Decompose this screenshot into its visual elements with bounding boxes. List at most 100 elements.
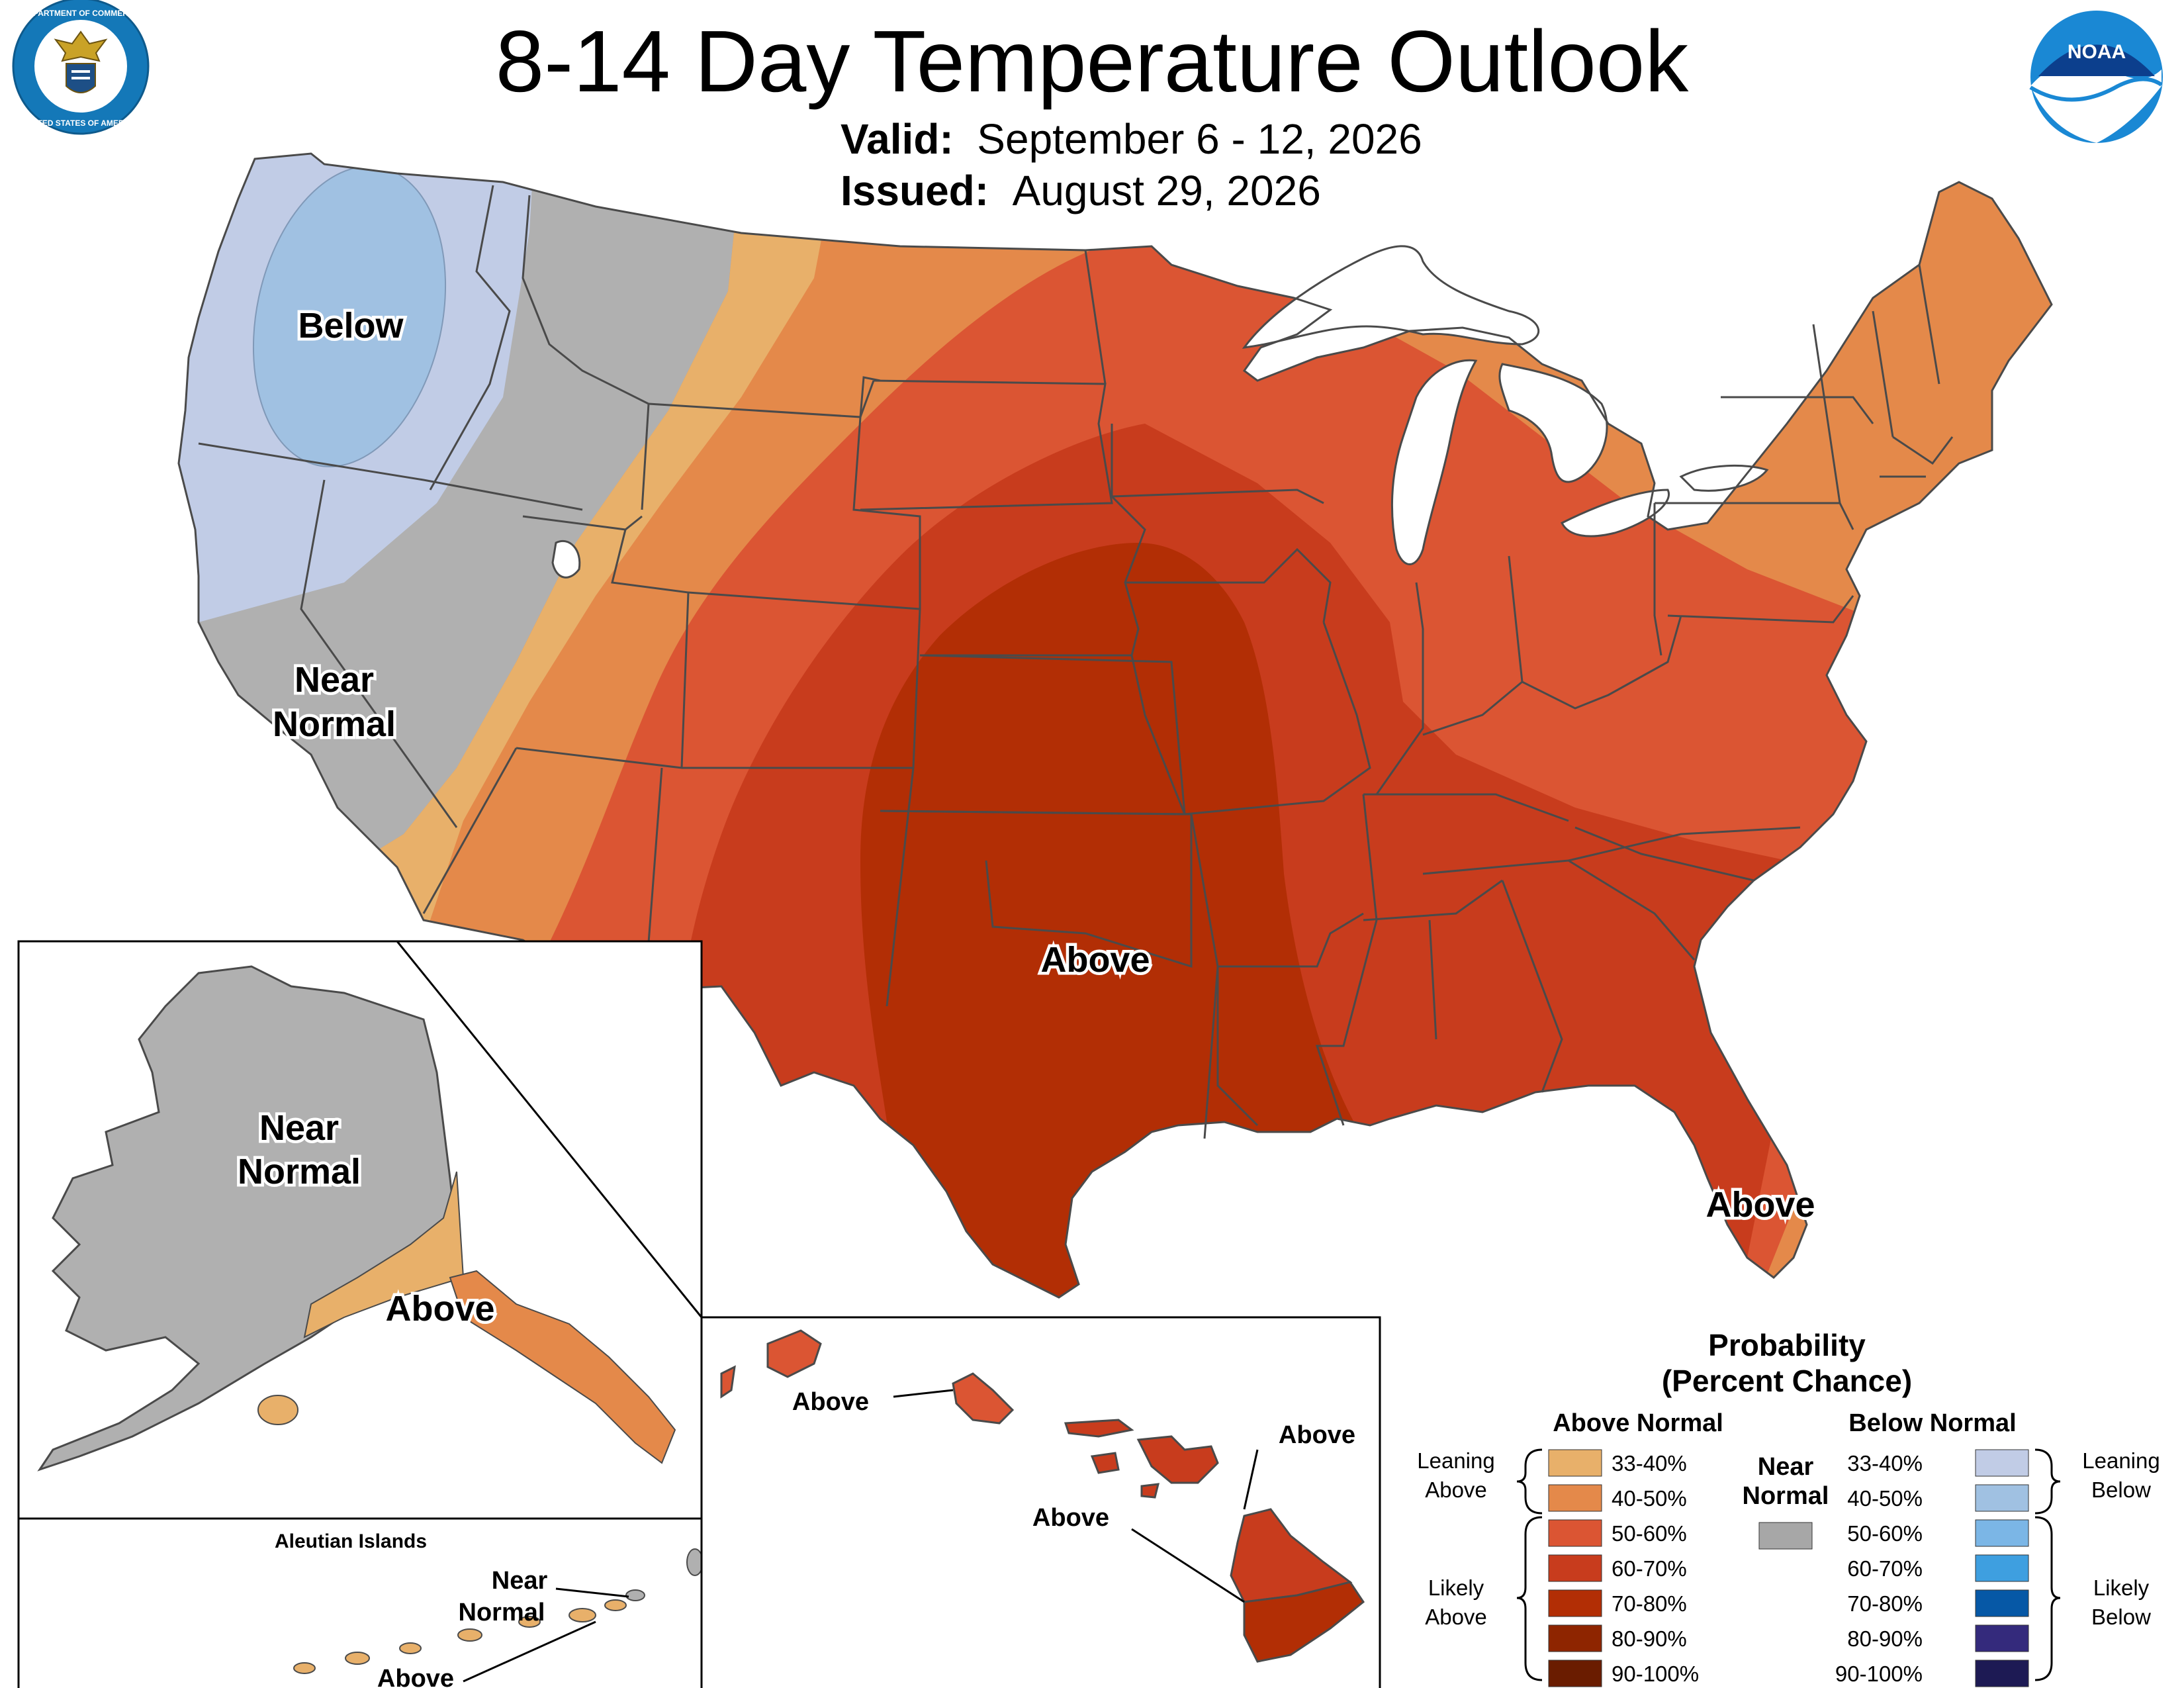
- island-molokai: [1064, 1419, 1134, 1438]
- legend-likely-below-1: Likely: [2093, 1575, 2150, 1600]
- legend-swatch-below: [1975, 1554, 2029, 1582]
- brace-likely-below: [2034, 1516, 2061, 1681]
- legend-below-range-label: 80-90%: [1847, 1626, 1923, 1651]
- label-aleutian-near-normal-2: Normal: [459, 1599, 545, 1626]
- legend-title-2: (Percent Chance): [1662, 1364, 1912, 1398]
- label-conus-above-central: Above: [1040, 940, 1150, 980]
- aleutian-inset: Aleutian Islands Near Normal Above: [17, 1517, 704, 1688]
- legend-swatch-near: [1758, 1522, 1813, 1550]
- legend-above-range-label: 40-50%: [1612, 1486, 1687, 1511]
- legend-rows: 33-40% 33-40% 40-50% 40-50% 50-60% 50-60% 60-7…: [1548, 1449, 2029, 1687]
- legend-swatch-above: [1548, 1589, 1602, 1617]
- issued-line: Issued: August 29, 2026: [841, 165, 1321, 216]
- lake-superior: [1242, 245, 1540, 349]
- legend-swatch-below: [1975, 1449, 2029, 1477]
- label-conus-above-florida: Above: [1706, 1185, 1815, 1225]
- alaska-landmass: [37, 965, 458, 1472]
- island-kahoolawe: [1140, 1483, 1160, 1499]
- legend-likely-above-1: Likely: [1428, 1575, 1484, 1600]
- label-conus-near-normal-1: Near: [295, 660, 374, 700]
- legend-leaning-below-2: Below: [2091, 1477, 2151, 1502]
- legend-leaning-above-1: Leaning: [1417, 1448, 1494, 1473]
- legend-swatch-above: [1548, 1519, 1602, 1547]
- lake-ontario: [1679, 464, 1769, 492]
- legend-swatch-above: [1548, 1624, 1602, 1652]
- legend-swatch-below: [1975, 1589, 2029, 1617]
- valid-label: Valid:: [841, 115, 954, 163]
- label-conus-near-normal-2: Normal: [273, 704, 396, 744]
- label-aleutian-above: Above: [377, 1665, 454, 1688]
- legend-above-range-label: 60-70%: [1612, 1556, 1687, 1581]
- aleutian-title: Aleutian Islands: [275, 1530, 427, 1552]
- legend-leaning-above-2: Above: [1425, 1477, 1487, 1502]
- alaska-inset-connector: [396, 941, 703, 1318]
- legend-above-header: Above Normal: [1553, 1409, 1723, 1437]
- legend-swatch-above: [1548, 1660, 1602, 1687]
- valid-line: Valid: September 6 - 12, 2026: [841, 114, 1422, 164]
- brace-leaning-below: [2034, 1448, 2061, 1515]
- legend-below-range-label: 70-80%: [1847, 1591, 1923, 1616]
- aleutian-near-normal-pointer: [555, 1587, 629, 1598]
- hawaii-islands: [720, 1329, 1365, 1663]
- label-alaska-above: Above: [385, 1289, 494, 1329]
- label-alaska-near-normal-1: Near: [259, 1108, 339, 1148]
- legend-swatch-below: [1975, 1484, 2029, 1512]
- legend-leaning-below-1: Leaning: [2082, 1448, 2160, 1473]
- legend-above-range-label: 80-90%: [1612, 1626, 1687, 1651]
- legend-below-range-label: 90-100%: [1835, 1662, 1923, 1686]
- legend-below-range-label: 50-60%: [1847, 1521, 1923, 1546]
- label-alaska-near-normal-2: Normal: [238, 1152, 361, 1192]
- label-hawaii-above-west: Above: [792, 1388, 869, 1416]
- alaska-above-island: [257, 1395, 298, 1425]
- noaa-logo: NOAA: [2029, 11, 2163, 143]
- lake-huron: [1498, 363, 1608, 483]
- legend-likely-above-2: Above: [1425, 1605, 1487, 1629]
- island-maui: [1136, 1435, 1219, 1484]
- hawaii-bigisland-pointer: [1131, 1528, 1245, 1603]
- island-oahu: [952, 1372, 1015, 1425]
- brace-leaning-above: [1516, 1448, 1543, 1515]
- lake-erie: [1560, 489, 1670, 538]
- noaa-logo-text: NOAA: [2068, 41, 2126, 63]
- legend-swatch-above: [1548, 1449, 1602, 1477]
- island-niihau: [720, 1365, 736, 1399]
- legend-swatch-above: [1548, 1554, 1602, 1582]
- legend-near-header-2: Normal: [1743, 1482, 1829, 1510]
- seal-text-top: DEPARTMENT OF COMMERCE: [22, 9, 139, 18]
- brace-likely-above: [1516, 1516, 1543, 1681]
- lake-michigan: [1390, 359, 1478, 565]
- great-lakes: [551, 245, 1769, 579]
- legend-above-range-label: 70-80%: [1612, 1591, 1687, 1616]
- hawaii-west-pointer: [893, 1389, 954, 1398]
- label-aleutian-near-normal-1: Near: [492, 1567, 548, 1595]
- island-kauai: [766, 1329, 822, 1378]
- legend-below-range-label: 40-50%: [1847, 1486, 1923, 1511]
- legend-below-range-label: 33-40%: [1847, 1451, 1923, 1476]
- label-conus-below: Below: [298, 306, 404, 346]
- legend-above-range-label: 33-40%: [1612, 1451, 1687, 1476]
- legend-near-header-1: Near: [1758, 1453, 1814, 1481]
- island-big-island-south: [1243, 1581, 1365, 1663]
- state-boundaries: [177, 152, 2053, 1299]
- page-title: 8-14 Day Temperature Outlook: [495, 13, 1689, 110]
- legend-below-range-label: 60-70%: [1847, 1556, 1923, 1581]
- legend: Probability (Percent Chance) Above Norma…: [1417, 1328, 2160, 1687]
- conus-outline: [177, 152, 2053, 1299]
- aleutian-islands: [293, 1548, 704, 1674]
- alaska-above-40-50: [449, 1270, 676, 1464]
- label-hawaii-above-maui: Above: [1279, 1421, 1355, 1449]
- issued-label: Issued:: [841, 167, 989, 214]
- issued-value: August 29, 2026: [1012, 167, 1321, 214]
- legend-swatch-above: [1548, 1484, 1602, 1512]
- hawaii-inset: Above Above Above: [700, 1316, 1381, 1688]
- label-hawaii-above-big-island: Above: [1032, 1504, 1109, 1532]
- legend-title-1: Probability: [1708, 1328, 1866, 1362]
- alaska-inset: Near Normal Above: [17, 940, 703, 1520]
- seal-eagle-icon: [54, 30, 108, 62]
- legend-above-range-label: 90-100%: [1612, 1662, 1699, 1686]
- aleutian-above-pointer: [463, 1620, 596, 1683]
- valid-value: September 6 - 12, 2026: [977, 115, 1422, 163]
- department-of-commerce-seal: DEPARTMENT OF COMMERCE UNITED STATES OF …: [12, 0, 150, 135]
- seal-text-bottom: UNITED STATES OF AMERICA: [24, 118, 138, 128]
- island-lanai: [1090, 1452, 1120, 1474]
